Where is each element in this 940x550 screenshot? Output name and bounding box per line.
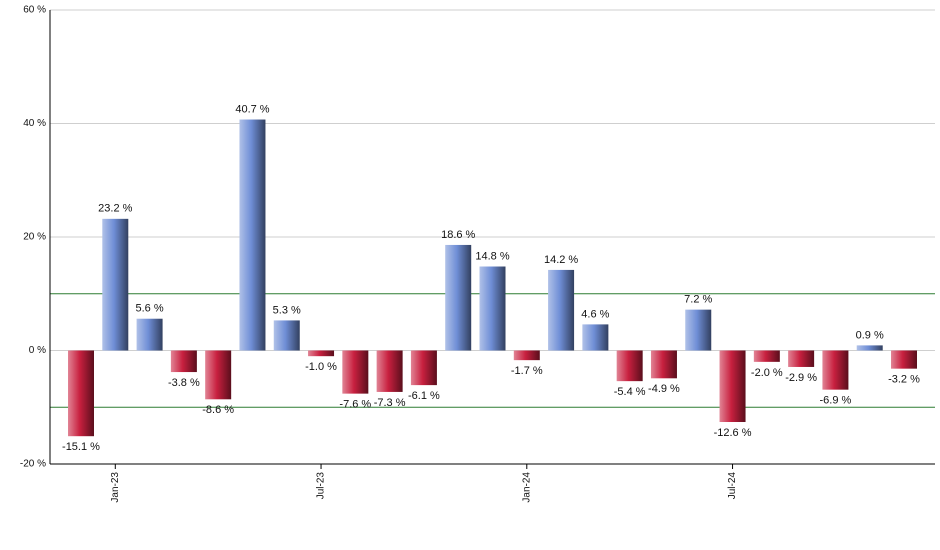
x-tick-label: Jan-24	[521, 472, 532, 503]
bar	[719, 350, 746, 423]
value-label: -15.1 %	[62, 441, 100, 453]
bar	[616, 350, 643, 382]
value-label: -6.9 %	[820, 395, 852, 407]
value-label: -6.1 %	[408, 390, 440, 402]
y-tick-label: 20 %	[23, 232, 46, 243]
bar	[239, 119, 266, 351]
value-label: 40.7 %	[235, 103, 269, 115]
value-label: -2.0 %	[751, 367, 783, 379]
bar	[342, 350, 369, 394]
value-label: 0.9 %	[856, 329, 884, 341]
value-label: -2.9 %	[785, 372, 817, 384]
value-label: 4.6 %	[581, 308, 609, 320]
value-label: -7.6 %	[339, 399, 371, 411]
bar	[582, 324, 609, 351]
value-label: 7.2 %	[684, 294, 712, 306]
bar	[479, 266, 506, 351]
bar	[788, 350, 815, 367]
bar	[68, 350, 94, 437]
value-label: -1.0 %	[305, 361, 337, 373]
bar	[513, 350, 540, 361]
y-tick-label: -20 %	[20, 459, 46, 470]
value-label: -12.6 %	[714, 427, 752, 439]
bar	[410, 350, 437, 386]
y-tick-label: 40 %	[23, 118, 46, 129]
value-label: 23.2 %	[98, 203, 132, 215]
x-tick-label: Jul-24	[727, 472, 738, 500]
y-tick-label: 0 %	[29, 345, 46, 356]
x-tick-label: Jul-23	[316, 472, 327, 500]
bar	[376, 350, 403, 392]
bar	[273, 320, 300, 351]
value-label: -3.8 %	[168, 377, 200, 389]
value-label: 14.2 %	[544, 254, 578, 266]
value-label: 14.8 %	[475, 250, 509, 262]
value-label: -5.4 %	[614, 386, 646, 398]
bar	[650, 350, 677, 379]
bar	[170, 350, 197, 373]
value-label: -3.2 %	[888, 374, 920, 386]
bar	[102, 218, 129, 351]
bar	[822, 350, 849, 390]
bar	[445, 244, 472, 351]
value-label: 5.3 %	[273, 304, 301, 316]
x-tick-label: Jan-23	[110, 472, 121, 503]
value-label: 5.6 %	[136, 303, 164, 315]
y-tick-label: 60 %	[23, 5, 46, 16]
value-label: -8.6 %	[202, 404, 234, 416]
value-label: -7.3 %	[374, 397, 406, 409]
bar	[308, 350, 335, 357]
value-label: 18.6 %	[441, 229, 475, 241]
bar	[205, 350, 232, 400]
value-label: -1.7 %	[511, 365, 543, 377]
bar	[891, 350, 917, 369]
bar	[136, 318, 163, 351]
bar	[548, 269, 575, 351]
bar	[685, 309, 712, 351]
bar	[856, 345, 883, 351]
value-label: -4.9 %	[648, 383, 680, 395]
bar	[753, 350, 780, 362]
